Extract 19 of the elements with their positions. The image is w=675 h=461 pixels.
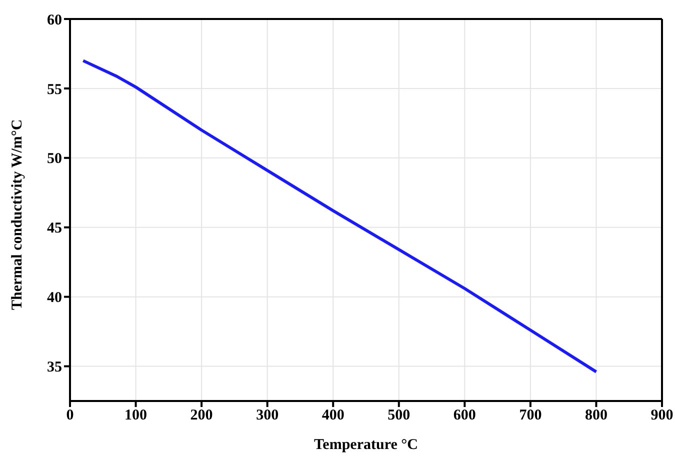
y-tick-label: 40	[47, 290, 62, 306]
y-tick-label: 55	[47, 82, 62, 98]
y-tick-label: 45	[47, 220, 62, 237]
x-tick-label: 200	[190, 408, 213, 424]
y-tick-label: 50	[47, 151, 62, 168]
x-axis-title: Temperature °C	[314, 437, 418, 453]
x-tick-label: 500	[388, 408, 410, 424]
x-tick-label: 300	[256, 408, 279, 424]
x-tick-label: 900	[650, 408, 674, 424]
y-tick-label: 35	[47, 360, 62, 376]
y-axis-title: Thermal conductivity W/m°C	[9, 119, 26, 310]
x-tick-label: 800	[584, 408, 608, 424]
x-tick-label: 400	[322, 408, 344, 424]
x-tick-label: 100	[124, 408, 148, 424]
y-tick-label: 60	[47, 12, 62, 28]
x-tick-label: 0	[66, 408, 74, 424]
x-tick-label: 600	[453, 408, 476, 424]
x-tick-label: 700	[519, 408, 542, 424]
line-series	[82, 59, 598, 374]
